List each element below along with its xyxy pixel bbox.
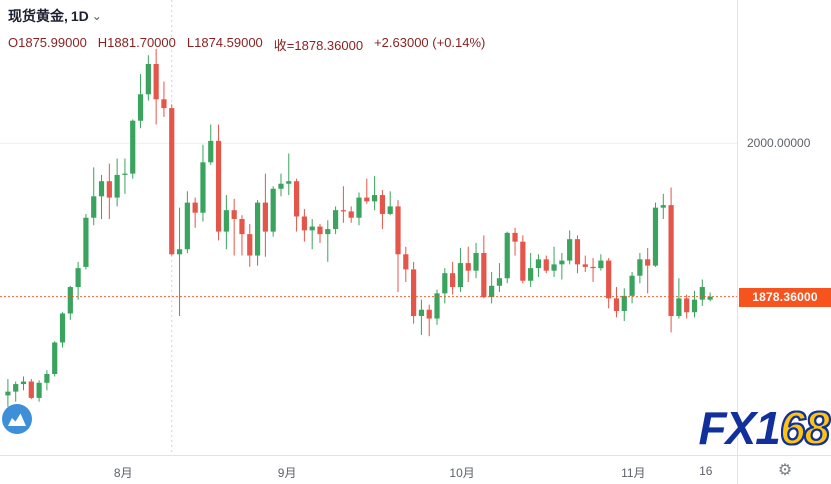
- time-axis[interactable]: 8月 9月 10月 11月 16: [0, 455, 737, 484]
- time-axis-label: 11月: [621, 466, 646, 480]
- time-axis-label: 9月: [277, 466, 297, 480]
- ohlc-row: O1875.99000 H1881.70000 L1874.59000 收=18…: [8, 35, 485, 54]
- mountain-chart-glyph: [8, 413, 26, 426]
- candlestick-chart[interactable]: [0, 0, 737, 455]
- symbol-title: 现货黄金,: [8, 8, 68, 24]
- fx168-logo-yellow: 68: [779, 402, 831, 454]
- close-value: 收=1878.36000: [273, 38, 364, 53]
- fx168-logo-blue: FX1: [698, 402, 780, 454]
- chart-settings-button[interactable]: ⚙: [777, 461, 793, 479]
- high-value: H1881.70000: [97, 35, 176, 50]
- area-chart-badge-icon: [2, 404, 32, 434]
- low-value: L1874.59000: [186, 35, 263, 50]
- time-axis-label: 10月: [449, 466, 475, 480]
- chart-header: 现货黄金, 1D ⌄ O1875.99000 H1881.70000 L1874…: [8, 6, 485, 54]
- axis-corner: ⚙: [737, 455, 831, 484]
- time-axis-label: 8月: [113, 466, 133, 480]
- chart-pane[interactable]: 现货黄金, 1D ⌄ O1875.99000 H1881.70000 L1874…: [0, 0, 737, 455]
- time-axis-label: 16: [699, 464, 713, 478]
- interval-selector[interactable]: 1D: [70, 8, 89, 24]
- fx168-logo: FX168: [698, 402, 831, 454]
- price-axis-label: 2000.00000: [747, 136, 811, 151]
- chevron-down-icon[interactable]: ⌄: [91, 9, 102, 23]
- last-price-tag: 1878.36000: [739, 287, 831, 307]
- price-axis[interactable]: 2000.00000 1878.36000: [737, 0, 831, 455]
- change-value: +2.63000 (+0.14%): [374, 35, 486, 50]
- open-value: O1875.99000: [8, 35, 87, 50]
